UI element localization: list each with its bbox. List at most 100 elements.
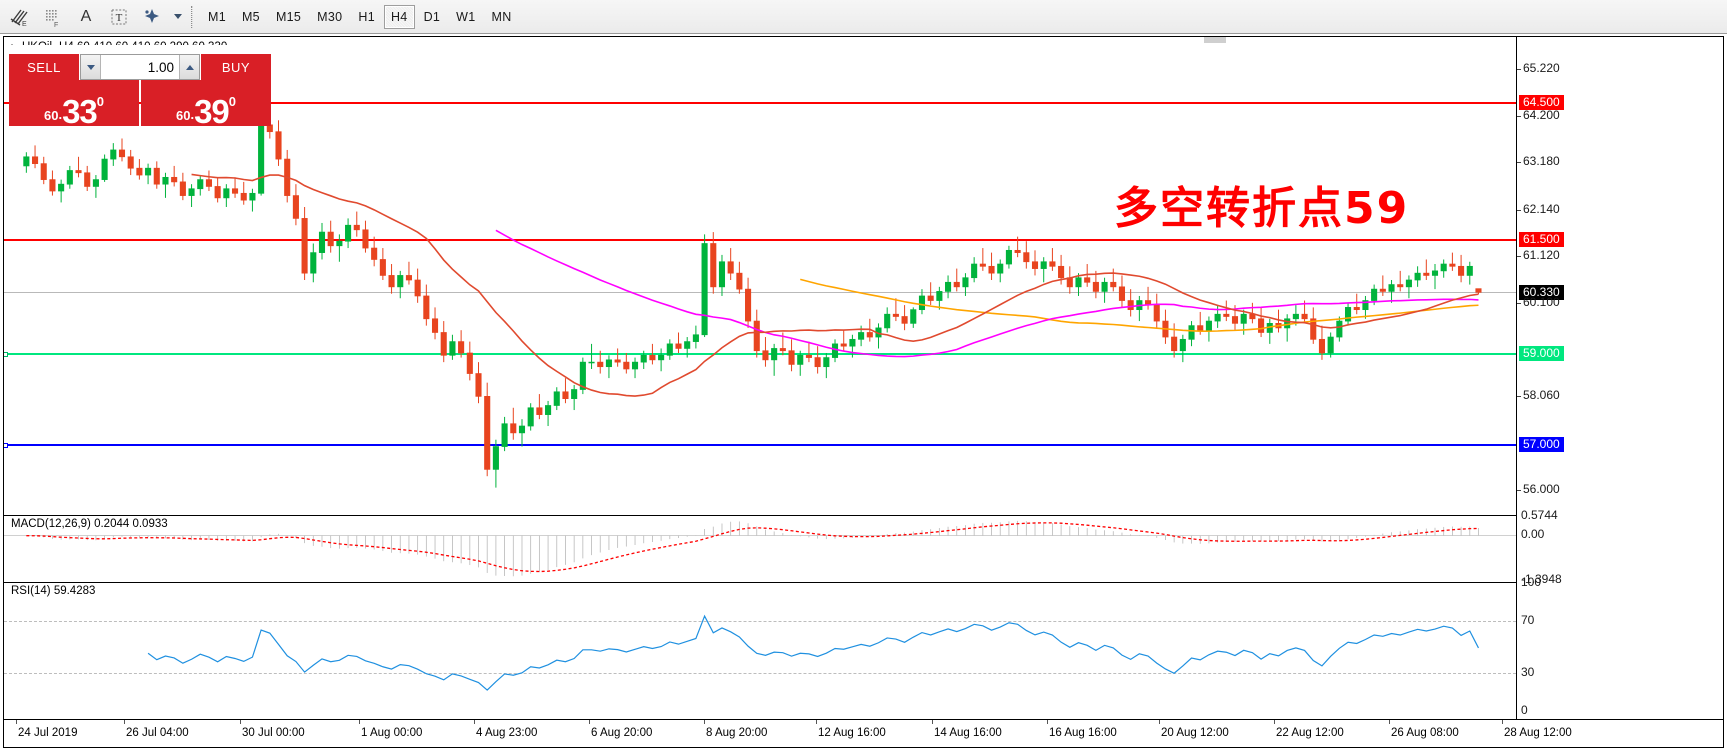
objects-dropdown[interactable] (170, 2, 184, 32)
chevron-down-icon (173, 14, 182, 19)
time-tick (1274, 720, 1275, 724)
time-tick-label: 28 Aug 12:00 (1504, 727, 1572, 739)
time-tick-label: 16 Aug 16:00 (1049, 727, 1117, 739)
svg-text:T: T (116, 12, 123, 24)
rsi-pane[interactable]: RSI(14) 59.4283 (4, 582, 1516, 712)
sell-price-pipette: 0 (96, 94, 105, 109)
scrollbar-thumb[interactable] (1204, 37, 1226, 43)
volume-input[interactable]: 1.00 (101, 55, 179, 79)
time-tick (1159, 720, 1160, 724)
timeframe-mn[interactable]: MN (491, 9, 512, 24)
svg-text:F: F (54, 22, 58, 28)
time-tick-label: 4 Aug 23:00 (476, 727, 538, 739)
rsi-axis-label: 0 (1521, 703, 1528, 717)
buy-price-pipette: 0 (228, 94, 237, 109)
line-handle-icon[interactable] (4, 352, 8, 357)
sell-price-prefix: 60 (43, 108, 59, 123)
timeframe-w1[interactable]: W1 (456, 9, 476, 24)
buy-price-display[interactable]: 60 . 39 0 (141, 80, 271, 128)
price-plot-area[interactable] (4, 45, 1516, 515)
time-axis[interactable]: 24 Jul 2019 26 Jul 04:00 30 Jul 00:00 1 Aug… (4, 719, 1723, 747)
time-tick-label: 22 Aug 12:00 (1276, 727, 1344, 739)
price-tick (1517, 256, 1521, 258)
resistance-line-61500[interactable] (4, 238, 1516, 241)
timeframe-h1[interactable]: H1 (358, 9, 375, 24)
timeframe-m5[interactable]: M5 (241, 9, 260, 24)
price-tick-label: 56.000 (1523, 481, 1560, 496)
chart-annotation-text[interactable]: 多空转折点59 (1114, 183, 1410, 234)
price-tick-label: 64.200 (1523, 107, 1560, 122)
time-tick (16, 720, 17, 724)
price-tick-label: 58.060 (1523, 387, 1560, 402)
chart-frame: UKOil-,H4 60.410 60.410 60.290 60.330 多空… (3, 36, 1724, 748)
crosshair-cursor-icon[interactable]: E (5, 2, 35, 32)
buy-price-dot: . (190, 107, 195, 122)
sell-price-dot: . (58, 107, 63, 122)
objects-icon[interactable] (137, 2, 167, 32)
text-box-icon[interactable]: T (104, 2, 134, 32)
volume-decrement-button[interactable] (81, 55, 101, 79)
time-tick-label: 14 Aug 16:00 (934, 727, 1002, 739)
macd-pane[interactable]: MACD(12,26,9) 0.2044 0.0933 (4, 515, 1516, 581)
rsi-axis-label: 100 (1521, 575, 1542, 589)
timeframe-h4[interactable]: H4 (383, 4, 415, 29)
timeframe-m1[interactable]: M1 (208, 9, 226, 24)
time-tick-label: 20 Aug 12:00 (1161, 727, 1229, 739)
price-axis[interactable]: 65.220 64.500 64.200 63.180 62.140 61.500 61.1… (1516, 37, 1723, 747)
chart-horizontal-scrollbar[interactable] (4, 37, 1723, 45)
time-tick (1047, 720, 1048, 724)
resistance-line-64500[interactable] (4, 102, 1516, 104)
rsi-series (147, 614, 1480, 691)
price-tick-label: 61.120 (1523, 248, 1560, 263)
price-level-chip-61500[interactable]: 61.500 (1519, 231, 1564, 247)
price-level-chip-64500[interactable]: 64.500 (1519, 95, 1564, 110)
macd-plot-area[interactable] (4, 516, 1516, 581)
price-level-chip-60330[interactable]: 60.330 (1519, 285, 1564, 301)
time-tick (474, 720, 475, 724)
price-tick-label: 63.180 (1523, 154, 1560, 169)
price-level-chip-57000[interactable]: 57.000 (1519, 437, 1564, 453)
sell-price-display[interactable]: 60 . 33 0 (9, 80, 139, 128)
rsi-plot-area[interactable] (4, 583, 1516, 712)
time-tick-label: 24 Jul 2019 (18, 727, 78, 739)
toolbar-divider (191, 5, 193, 28)
time-tick-label: 1 Aug 00:00 (361, 727, 423, 739)
timeframe-m15[interactable]: M15 (275, 9, 302, 24)
chevron-up-icon (185, 64, 194, 70)
time-tick-label: 30 Jul 00:00 (242, 727, 305, 739)
support-line-59000[interactable] (4, 352, 1516, 357)
one-click-trading-panel[interactable]: SELL 1.00 BUY 60 . 33 (9, 54, 271, 128)
buy-button[interactable]: BUY (201, 54, 271, 80)
trade-panel-price-row: 60 . 33 0 60 . 39 0 (9, 80, 271, 128)
timeframe-d1[interactable]: D1 (423, 9, 441, 24)
chevron-down-icon (86, 64, 95, 70)
macd-axis-label: 0.5744 (1521, 508, 1558, 522)
toolbar: E F A T (0, 0, 1727, 34)
sell-button[interactable]: SELL (9, 54, 79, 80)
volume-stepper[interactable]: 1.00 (80, 54, 200, 80)
time-tick (704, 720, 705, 724)
time-tick-label: 26 Aug 08:00 (1391, 727, 1459, 739)
price-tick (1517, 209, 1521, 211)
time-tick-label: 6 Aug 20:00 (591, 727, 653, 739)
rsi-line (147, 614, 1480, 691)
macd-zero-line (4, 534, 1516, 536)
grid-icon[interactable]: F (38, 2, 68, 32)
macd-axis-label: 0.00 (1521, 526, 1545, 541)
price-tick (1517, 162, 1521, 164)
rsi-level-70 (4, 621, 1516, 623)
time-tick (359, 720, 360, 724)
support-line-57000[interactable] (4, 443, 1516, 449)
rsi-title: RSI(14) 59.4283 (9, 585, 98, 597)
buy-price-prefix: 60 (175, 108, 191, 123)
price-level-chip-59000[interactable]: 59.000 (1519, 346, 1564, 361)
line-handle-icon[interactable] (4, 443, 8, 449)
text-label-icon[interactable]: A (80, 7, 92, 25)
macd-series (26, 520, 1479, 577)
price-tick (1517, 489, 1521, 491)
volume-increment-button[interactable] (179, 55, 199, 79)
timeframe-m30[interactable]: M30 (317, 9, 343, 24)
current-price-line (4, 292, 1516, 294)
price-tick (1517, 69, 1521, 71)
